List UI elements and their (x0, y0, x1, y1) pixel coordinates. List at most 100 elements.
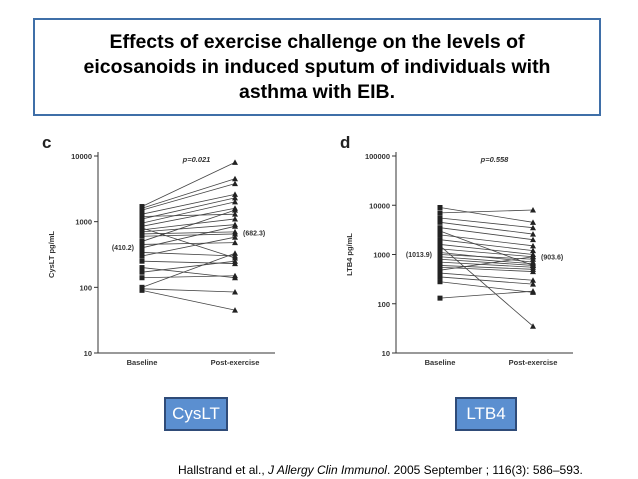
subject-line (141, 209, 236, 242)
citation-journal: J Allergy Clin Immunol (268, 463, 387, 477)
baseline-point (437, 228, 443, 234)
subject-line (439, 252, 534, 263)
subject-line (141, 252, 236, 288)
baseline-point (437, 256, 443, 262)
post-exercise-point (530, 253, 536, 260)
cyslt-label-box: CysLT (164, 397, 228, 431)
ltb4-chart: d 10 100 1000 10000 100000 LTB4 pg/mL Baseline P… (340, 133, 573, 367)
baseline-point (437, 270, 443, 276)
y-tick-label: 10 (84, 349, 92, 358)
subject-line (141, 197, 236, 220)
baseline-point (437, 225, 443, 231)
baseline-point (139, 275, 145, 281)
post-exercise-point (530, 224, 536, 231)
post-exercise-point (530, 277, 536, 283)
panel-letter: d (340, 133, 350, 152)
baseline-point (139, 287, 145, 293)
p-value-label: p=0.558 (480, 155, 510, 164)
subject-line (141, 236, 236, 257)
post-exercise-point (232, 250, 238, 256)
subject-line (141, 201, 236, 224)
y-tick-label: 10000 (369, 201, 390, 210)
subject-line (439, 221, 534, 235)
y-axis-label: LTB4 pg/mL (345, 233, 354, 276)
post-exercise-point (232, 288, 238, 295)
subject-line (439, 281, 534, 293)
post-exercise-point (530, 247, 536, 254)
subject-line (439, 256, 534, 271)
subject-line (141, 225, 236, 249)
baseline-point (139, 245, 145, 251)
x-category-label: Baseline (425, 358, 456, 367)
baseline-point (437, 295, 443, 301)
baseline-point (437, 264, 443, 270)
subject-line (439, 217, 534, 229)
post-exercise-point (232, 198, 238, 205)
citation-rest: . 2005 September ; 116(3): 586–593. (386, 463, 583, 477)
subject-line (439, 272, 534, 281)
subject-line (439, 258, 534, 266)
y-tick-label: 100000 (365, 152, 390, 161)
baseline-point (437, 215, 443, 221)
subject-line (439, 290, 534, 299)
title-box: Effects of exercise challenge on the lev… (33, 18, 601, 116)
post-exercise-point (232, 159, 238, 165)
y-tick-label: 10000 (71, 152, 92, 161)
baseline-point (139, 253, 145, 259)
baseline-point (437, 267, 443, 273)
baseline-point (139, 213, 145, 219)
cyslt-label: CysLT (172, 404, 220, 423)
subject-line (141, 233, 236, 237)
baseline-point (437, 259, 443, 265)
post-exercise-median-label: (682.3) (243, 231, 265, 238)
post-exercise-median-label: (903.6) (541, 255, 563, 262)
baseline-point (437, 232, 443, 238)
x-category-label: Baseline (127, 358, 158, 367)
subject-line (141, 183, 236, 211)
baseline-point (437, 246, 443, 252)
subject-line (439, 227, 534, 241)
post-exercise-point (232, 258, 238, 264)
baseline-point (437, 274, 443, 280)
subject-line (141, 218, 236, 231)
post-exercise-point (530, 219, 536, 225)
baseline-point (139, 269, 145, 275)
ltb4-label: LTB4 (466, 404, 506, 423)
panel-letter: c (42, 133, 51, 152)
post-exercise-point (232, 207, 238, 213)
subject-line (141, 194, 236, 215)
citation: Hallstrand et al., J Allergy Clin Immuno… (178, 463, 583, 477)
subject-line (439, 265, 534, 270)
post-exercise-point (530, 236, 536, 243)
subject-line (141, 162, 236, 207)
subject-line (439, 248, 534, 258)
x-category-label: Post-exercise (211, 358, 260, 367)
subject-line (439, 254, 534, 260)
baseline-point (139, 233, 145, 239)
baseline-point (139, 220, 145, 226)
post-exercise-point (232, 239, 238, 246)
subject-line (141, 227, 236, 259)
y-tick-label: 1000 (75, 218, 92, 227)
post-exercise-point (232, 180, 238, 187)
subject-line (141, 288, 236, 293)
subject-line (141, 289, 236, 311)
baseline-point (437, 210, 443, 216)
post-exercise-point (530, 262, 536, 268)
baseline-point (139, 258, 145, 264)
slide-title: Effects of exercise challenge on the lev… (83, 30, 551, 103)
subject-line (141, 224, 236, 233)
baseline-point (139, 249, 145, 255)
subject-line (141, 275, 236, 279)
citation-authors: Hallstrand et al., (178, 463, 269, 477)
subject-line (439, 244, 534, 255)
baseline-point (437, 219, 443, 225)
subject-line (141, 207, 236, 227)
baseline-median-label: (410.2) (112, 245, 134, 252)
post-exercise-point (232, 211, 238, 217)
subject-line (141, 231, 236, 235)
post-exercise-point (232, 175, 238, 182)
baseline-point (437, 237, 443, 243)
y-tick-label: 100 (377, 300, 390, 309)
post-exercise-point (232, 307, 238, 313)
